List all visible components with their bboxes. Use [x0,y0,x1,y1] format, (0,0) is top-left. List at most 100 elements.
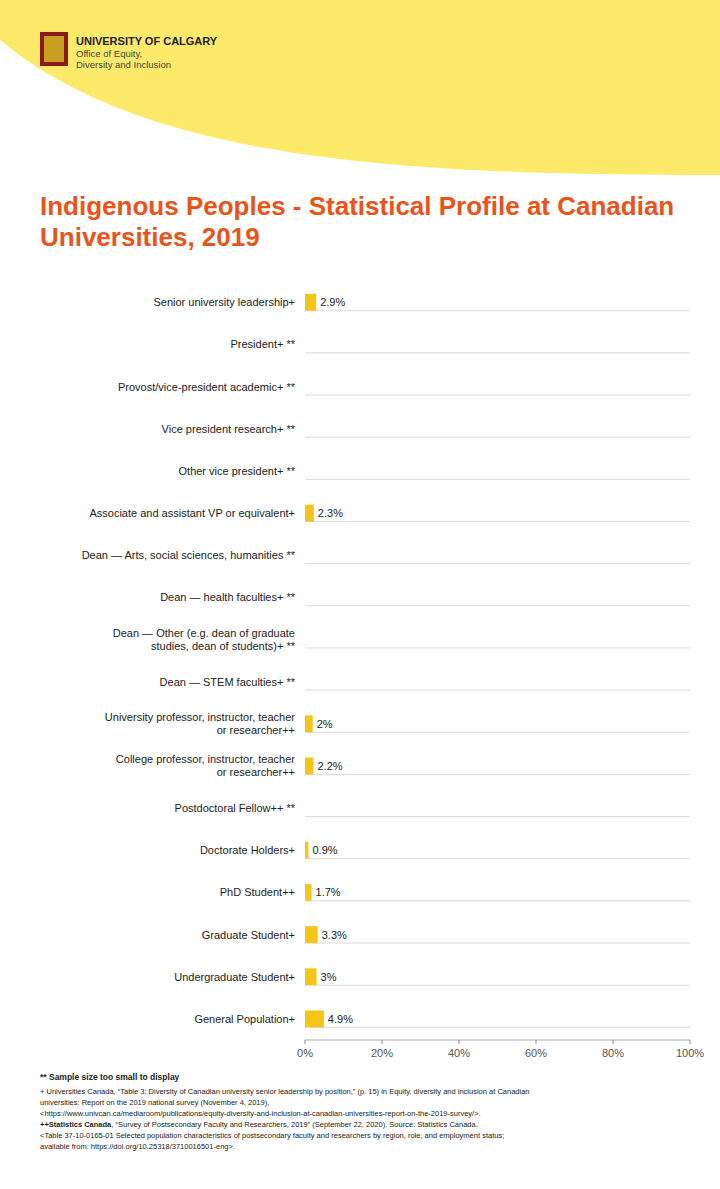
row-baseline [305,521,690,522]
x-tick [613,1040,614,1044]
row-baseline [305,858,690,859]
bar [305,631,306,648]
category-label-line: Postdoctoral Fellow++ ** [175,802,296,814]
row-baseline [305,395,690,396]
logo-subtext: Diversity and Inclusion [76,59,171,70]
row-baseline [305,479,690,480]
bar [305,884,312,901]
category-label: President+ ** [230,338,295,350]
row-baseline [305,943,690,944]
category-label: General Population+ [194,1013,295,1025]
x-tick [459,1040,460,1044]
data-label: 2.9% [320,296,345,308]
category-label-line: Dean — Arts, social sciences, humanities… [82,549,296,561]
bar [305,758,313,775]
bar [305,294,316,311]
row-baseline [305,310,690,311]
bar [305,1010,324,1027]
category-label: Undergraduate Student+ [174,971,295,983]
category-label-line: PhD Student++ [220,886,295,898]
category-label-line: Dean — Other (e.g. dean of graduate [113,627,295,639]
category-label: Provost/vice-president academic+ ** [118,381,296,393]
category-label-line: Doctorate Holders+ [200,844,295,856]
chart: UNIVERSITY OF CALGARYOffice of Equity,Di… [0,0,720,1189]
bar [305,505,314,522]
bar [305,547,306,564]
category-label-line: Associate and assistant VP or equivalent… [89,507,295,519]
category-label-line: College professor, instructor, teacher [116,753,295,765]
category-label-line: Other vice president+ ** [179,465,296,477]
category-label: Other vice president+ ** [179,465,296,477]
category-label: Associate and assistant VP or equivalent… [89,507,295,519]
bar [305,378,306,395]
title-line: Indigenous Peoples - Statistical Profile… [40,191,674,221]
x-tick-label: 40% [448,1047,470,1059]
data-label: 1.7% [316,886,341,898]
bar [305,842,308,859]
bar [305,420,306,437]
x-tick-label: 20% [371,1047,393,1059]
row-baseline [305,774,690,775]
bar [305,715,313,732]
category-label-line: Senior university leadership+ [153,296,295,308]
title: Indigenous Peoples - Statistical Profile… [40,191,674,252]
header-band [0,0,720,175]
row-baseline [305,732,690,733]
x-tick [536,1040,537,1044]
x-tick [690,1040,691,1044]
footnote: available from: https://doi.org/10.25318… [40,1142,235,1151]
category-label: Postdoctoral Fellow++ ** [175,802,296,814]
data-label: 4.9% [328,1013,353,1025]
row-baseline [305,647,690,648]
x-tick [382,1040,383,1044]
footnote-bold: ++Statistics Canada [40,1120,112,1129]
category-label-line: Provost/vice-president academic+ ** [118,381,296,393]
category-label-line: Dean — health faculties+ ** [160,591,296,603]
data-label: 3.3% [322,929,347,941]
category-label: Dean — Other (e.g. dean of graduatestudi… [113,627,296,652]
data-label: 0.9% [312,844,337,856]
row-baseline [305,563,690,564]
x-tick [305,1040,306,1044]
category-label-line: Graduate Student+ [202,929,295,941]
x-tick-label: 0% [297,1047,313,1059]
category-label: College professor, instructor, teacheror… [116,753,295,778]
footnote: universities: Report on the 2019 nationa… [40,1098,269,1107]
bar [305,800,306,817]
category-label: Dean — STEM faculties+ ** [160,676,296,688]
row-baseline [305,1027,690,1028]
category-label: Graduate Student+ [202,929,295,941]
category-label: Vice president research+ ** [162,423,296,435]
x-tick-label: 100% [676,1047,704,1059]
bar [305,589,306,606]
data-label: 2.2% [317,760,342,772]
category-label: Dean — health faculties+ ** [160,591,296,603]
logo-text: UNIVERSITY OF CALGARY [76,35,218,47]
category-label-line: General Population+ [194,1013,295,1025]
footnote: <https://www.univcan.ca/mediaroom/public… [40,1109,481,1118]
row-baseline [305,690,690,691]
data-label: 2.3% [318,507,343,519]
bar [305,336,306,353]
row-baseline [305,605,690,606]
footnote: , “Survey of Postsecondary Faculty and R… [111,1120,477,1129]
x-tick-label: 60% [525,1047,547,1059]
category-label: University professor, instructor, teache… [105,711,295,736]
category-label-line: Vice president research+ ** [162,423,296,435]
bars [305,294,324,1028]
x-tick-label: 80% [602,1047,624,1059]
category-label-line: Dean — STEM faculties+ ** [160,676,296,688]
category-label-line: or researcher++ [217,766,295,778]
logo-shield [40,32,68,66]
row-baseline [305,816,690,817]
category-label-line: President+ ** [230,338,295,350]
bar [305,462,306,479]
title-line: Universities, 2019 [40,222,260,252]
row-baseline [305,985,690,986]
row-baseline [305,900,690,901]
footnote: + Universities Canada, “Table 3: Diversi… [40,1087,530,1096]
category-label: PhD Student++ [220,886,295,898]
footnote: ** Sample size too small to display [40,1072,180,1082]
data-label: 2% [317,718,333,730]
category-label: Dean — Arts, social sciences, humanities… [82,549,296,561]
